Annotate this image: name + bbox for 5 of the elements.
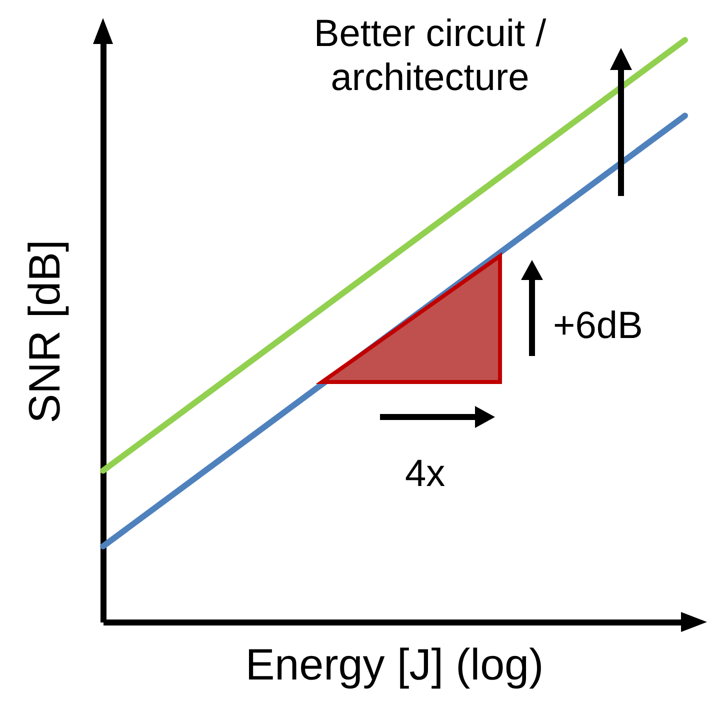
y-axis-title: SNR [dB] [20, 240, 70, 424]
x-axis-title: Energy [J] (log) [245, 640, 544, 690]
annotation: Better circuit / architecture [312, 12, 548, 100]
annotation: 4x [405, 452, 446, 496]
annotation: +6dB [553, 304, 643, 348]
